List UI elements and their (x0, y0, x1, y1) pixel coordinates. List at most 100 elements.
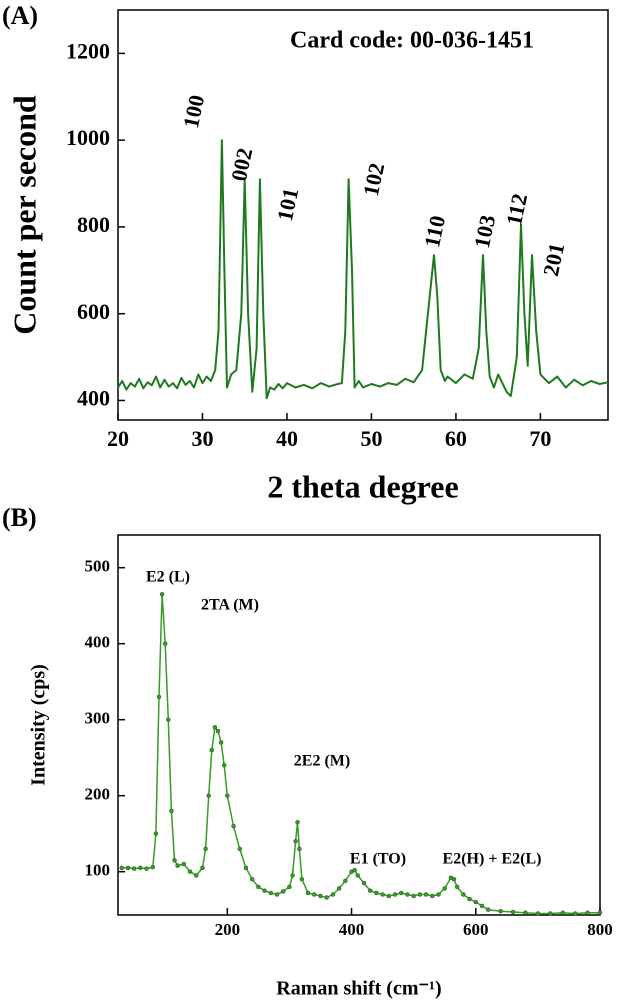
annotation: 110 (419, 213, 450, 249)
data-point (523, 910, 528, 915)
x-axis-label: 2 theta degree (267, 468, 458, 504)
data-point (374, 890, 379, 896)
y-tick-label: 600 (77, 299, 110, 324)
x-tick-label: 50 (360, 426, 382, 451)
data-point (287, 884, 292, 890)
data-point (268, 890, 274, 896)
data-point (249, 877, 255, 882)
data-point (172, 858, 177, 863)
data-point (548, 911, 553, 916)
data-point (405, 892, 410, 897)
x-tick-label: 800 (587, 920, 613, 939)
x-tick-label: 70 (529, 426, 551, 451)
data-point (215, 728, 221, 734)
annotation: 201 (538, 241, 569, 278)
data-point (119, 865, 124, 871)
data-point (597, 910, 603, 915)
annotation: 102 (358, 161, 389, 198)
data-point (231, 823, 236, 829)
plot-frame (117, 9, 609, 421)
data-point (473, 899, 479, 905)
x-tick-label: 30 (191, 426, 213, 451)
data-point (150, 864, 156, 870)
y-tick-label: 400 (77, 386, 110, 411)
annotation: E2 (L) (146, 569, 190, 586)
plot-frame (117, 534, 601, 916)
x-tick-label: 600 (463, 920, 489, 939)
data-point (237, 846, 242, 852)
data-point (318, 893, 323, 899)
y-tick-label: 500 (85, 557, 111, 576)
data-point (430, 893, 435, 899)
data-point (392, 892, 398, 897)
data-point (169, 808, 174, 814)
data-point (461, 892, 466, 897)
data-point (361, 880, 367, 886)
data-point (156, 694, 162, 700)
annotation: 002 (226, 146, 257, 183)
annotation: 112 (501, 191, 532, 227)
data-point (200, 865, 205, 871)
data-point (144, 866, 149, 871)
x-tick-label: 400 (339, 920, 365, 939)
data-point (454, 884, 460, 890)
annotation: Card code: 00-036-1451 (290, 28, 534, 54)
data-point (175, 863, 180, 868)
data-point (336, 886, 342, 891)
panel-label: (A) (2, 1, 38, 30)
data-point (194, 873, 199, 878)
data-point (417, 892, 423, 897)
data-point (367, 888, 373, 893)
x-tick-label: 20 (107, 426, 129, 451)
data-point (206, 793, 211, 798)
data-point (535, 911, 541, 916)
data-point (290, 873, 295, 878)
data-point (299, 877, 305, 882)
data-point (212, 725, 218, 730)
annotation: 101 (272, 186, 303, 223)
data-point (352, 867, 357, 873)
data-point (187, 869, 193, 874)
annotation: 100 (178, 93, 209, 130)
data-point (221, 763, 227, 768)
data-point (386, 893, 392, 899)
data-point (343, 878, 348, 884)
data-point (256, 884, 261, 890)
data-point (398, 890, 404, 896)
data-point (330, 892, 336, 897)
x-tick-label: 60 (445, 426, 467, 451)
data-point (442, 886, 447, 891)
data-point (572, 911, 578, 916)
data-point (295, 820, 300, 825)
y-tick-label: 100 (85, 861, 111, 880)
data-point (451, 877, 457, 882)
y-tick-label: 1200 (66, 38, 110, 63)
data-point (436, 892, 441, 897)
data-point (510, 909, 516, 915)
data-point (479, 903, 485, 909)
data-point (355, 873, 361, 878)
x-tick-label: 200 (215, 920, 241, 939)
data-point (162, 641, 168, 646)
y-tick-label: 800 (77, 212, 110, 237)
data-point (485, 907, 491, 912)
data-point (138, 865, 143, 871)
y-tick-label: 400 (85, 633, 111, 652)
data-point (293, 839, 298, 844)
data-point (324, 895, 329, 900)
data-point (280, 889, 286, 894)
data-point (243, 865, 249, 871)
data-point (153, 831, 159, 836)
data-point (274, 892, 280, 897)
data-point (262, 888, 267, 893)
data-point (467, 896, 472, 902)
data-line (117, 139, 609, 400)
data-point (305, 890, 311, 896)
data-point (131, 866, 137, 871)
data-point (166, 717, 171, 722)
y-tick-label: 200 (85, 785, 111, 804)
data-point (423, 892, 429, 897)
x-axis-label: Raman shift (cm⁻¹) (276, 978, 441, 1000)
